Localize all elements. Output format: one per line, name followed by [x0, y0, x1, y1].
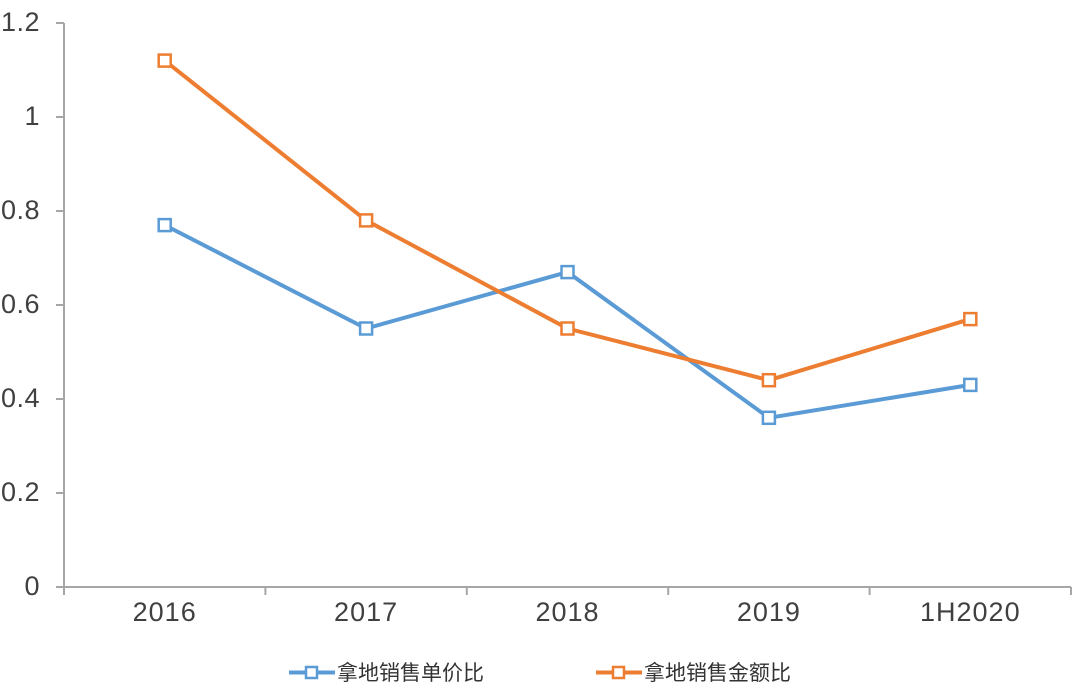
legend-label-unit-price-ratio: 拿地销售单价比	[337, 662, 484, 685]
legend: 拿地销售单价比 拿地销售金额比	[0, 657, 1080, 687]
data-point-marker-unit-price-ratio	[560, 264, 575, 280]
x-tick-label: 2018	[535, 597, 600, 627]
data-point-marker-amount-ratio	[761, 372, 777, 388]
legend-label-amount-ratio: 拿地销售金额比	[644, 662, 791, 685]
legend-marker-unit-price-ratio	[289, 665, 335, 679]
x-tick-label: 2016	[132, 597, 197, 627]
data-point-marker-unit-price-ratio	[761, 410, 777, 426]
x-tick-label: 1H2020	[920, 597, 1021, 627]
data-point-marker-unit-price-ratio	[358, 321, 374, 336]
y-tick-label: 0	[24, 570, 40, 601]
data-point-marker-amount-ratio	[963, 311, 978, 327]
axis-lines	[63, 23, 1071, 588]
data-point-marker-amount-ratio	[560, 321, 575, 336]
legend-item-unit-price-ratio: 拿地销售单价比	[289, 657, 484, 687]
x-tick-label: 2019	[736, 597, 801, 627]
y-tick-label: 1	[24, 100, 40, 131]
legend-square	[611, 665, 626, 679]
y-tick-label: 0.8	[0, 194, 40, 225]
data-point-marker-amount-ratio	[358, 213, 374, 228]
x-tick-label: 2017	[334, 597, 399, 627]
data-point-marker-unit-price-ratio	[157, 217, 172, 233]
data-point-marker-amount-ratio	[157, 53, 172, 68]
y-tick-label: 0.4	[0, 382, 40, 413]
y-tick-label: 0.2	[0, 476, 40, 507]
legend-marker-amount-ratio	[596, 665, 642, 679]
data-point-marker-unit-price-ratio	[963, 377, 978, 393]
y-tick-label: 1.2	[0, 6, 40, 37]
y-tick-label: 0.6	[0, 288, 40, 319]
legend-square	[304, 665, 319, 679]
legend-item-amount-ratio: 拿地销售金额比	[596, 657, 791, 687]
